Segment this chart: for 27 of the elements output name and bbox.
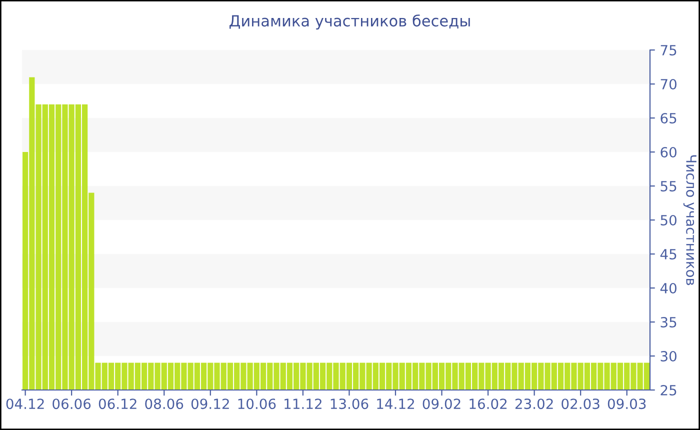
y-tick-label: 45 bbox=[660, 249, 676, 260]
y-axis-title: Число участников bbox=[683, 155, 696, 286]
y-tick-label: 65 bbox=[660, 112, 676, 124]
x-tick-label: 02.03 bbox=[562, 398, 600, 410]
x-tick-label: 11.12 bbox=[284, 398, 322, 409]
x-tick-label: 09.02 bbox=[422, 398, 460, 410]
x-tick-label: 23.02 bbox=[515, 398, 553, 410]
x-tick-label: 06.06 bbox=[52, 398, 91, 410]
x-tick-label: 10.06 bbox=[238, 398, 276, 410]
x-tick-label: 13.06 bbox=[330, 398, 368, 410]
y-tick-label: 25 bbox=[660, 384, 676, 396]
y-tick-label: 35 bbox=[660, 316, 676, 328]
y-tick-label: 40 bbox=[660, 282, 676, 294]
y-tick-label: 60 bbox=[660, 146, 676, 158]
x-tick-label: 04.12 bbox=[6, 398, 44, 410]
chart-title: Динамика участников беседы bbox=[230, 14, 470, 30]
y-tick-label: 30 bbox=[660, 350, 676, 362]
y-tick-label: 70 bbox=[660, 78, 676, 90]
x-tick-label: 08.06 bbox=[145, 398, 184, 410]
x-tick-label: 06.12 bbox=[98, 398, 136, 410]
x-tick-label: 09.03 bbox=[608, 398, 646, 410]
x-tick-label: 14.12 bbox=[377, 398, 414, 409]
x-tick-label: 16.02 bbox=[470, 398, 507, 410]
x-tick-label: 09.12 bbox=[191, 398, 229, 410]
y-tick-label: 75 bbox=[660, 45, 676, 56]
y-tick-label: 50 bbox=[660, 214, 676, 226]
y-tick-label: 55 bbox=[660, 181, 676, 192]
